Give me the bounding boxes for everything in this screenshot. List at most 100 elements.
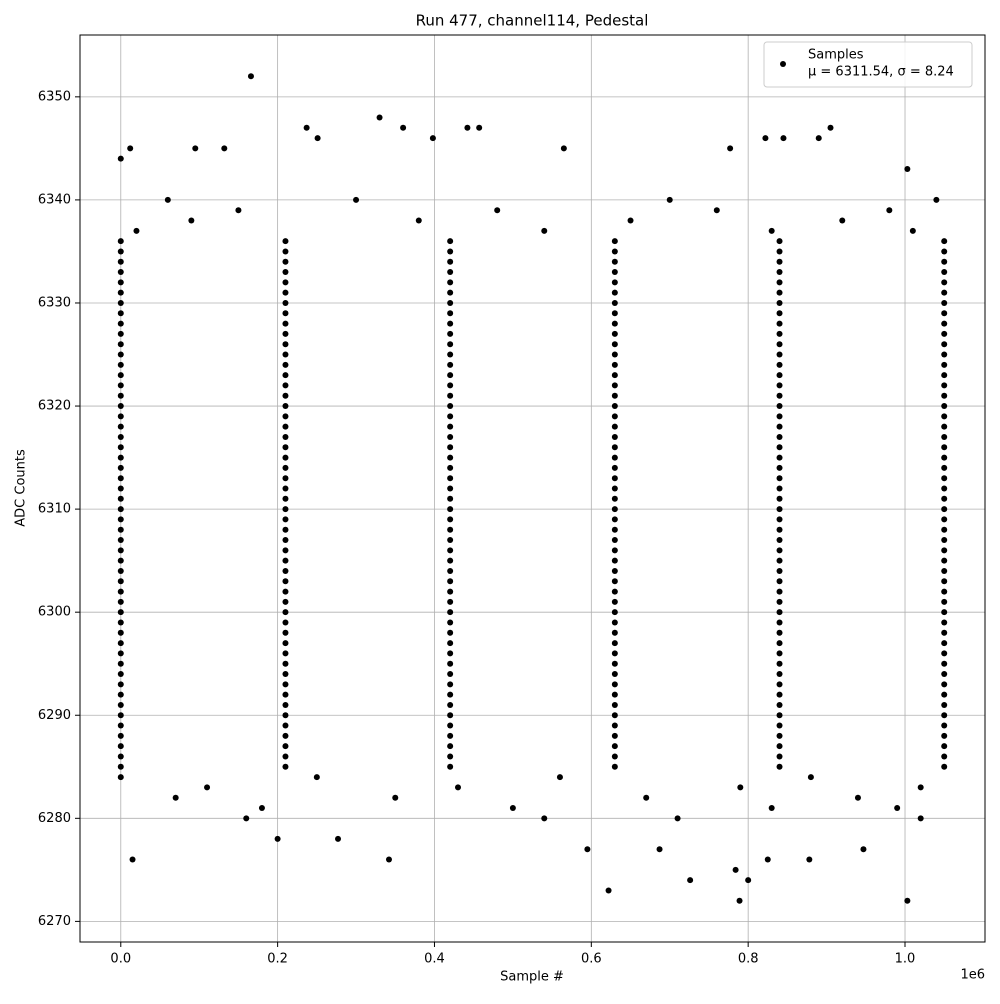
point <box>282 609 289 616</box>
point <box>117 423 124 430</box>
point <box>447 433 454 440</box>
point <box>611 526 618 533</box>
point <box>627 217 634 224</box>
point <box>611 598 618 605</box>
point <box>611 382 618 389</box>
point <box>776 238 783 245</box>
point <box>282 495 289 502</box>
y-tick-label: 6280 <box>38 811 71 826</box>
point <box>941 547 948 554</box>
point <box>666 196 673 203</box>
point <box>941 588 948 595</box>
point <box>282 351 289 358</box>
point <box>117 310 124 317</box>
point <box>732 866 739 873</box>
y-tick-label: 6350 <box>38 89 71 104</box>
point <box>941 578 948 585</box>
point <box>941 567 948 574</box>
point <box>447 248 454 255</box>
point <box>611 537 618 544</box>
point <box>117 495 124 502</box>
point <box>776 454 783 461</box>
point <box>611 701 618 708</box>
point <box>611 372 618 379</box>
point <box>117 743 124 750</box>
y-tick-label: 6290 <box>38 708 71 723</box>
point <box>611 413 618 420</box>
point <box>611 351 618 358</box>
point <box>447 619 454 626</box>
point <box>776 567 783 574</box>
x-tick-label: 0.8 <box>738 952 759 967</box>
point <box>941 299 948 306</box>
point <box>447 464 454 471</box>
point <box>541 227 548 234</box>
point <box>117 155 124 162</box>
point <box>776 629 783 636</box>
point <box>745 877 752 884</box>
point <box>941 310 948 317</box>
point <box>447 526 454 533</box>
x-tick-label: 0.0 <box>110 952 131 967</box>
point <box>611 660 618 667</box>
point <box>941 640 948 647</box>
point <box>117 609 124 616</box>
point <box>117 299 124 306</box>
y-tick-label: 6340 <box>38 192 71 207</box>
point <box>643 794 650 801</box>
point <box>941 433 948 440</box>
point <box>611 341 618 348</box>
point <box>611 722 618 729</box>
point <box>447 722 454 729</box>
point <box>274 835 281 842</box>
point <box>941 743 948 750</box>
point <box>904 165 911 172</box>
point <box>447 609 454 616</box>
point <box>941 526 948 533</box>
point <box>282 258 289 265</box>
point <box>447 660 454 667</box>
point <box>447 495 454 502</box>
point <box>335 835 342 842</box>
point <box>447 701 454 708</box>
point <box>941 681 948 688</box>
point <box>941 557 948 564</box>
point <box>117 506 124 513</box>
point <box>941 403 948 410</box>
legend: Samples μ = 6311.54, σ = 8.24 <box>763 41 973 88</box>
point <box>235 207 242 214</box>
point <box>611 361 618 368</box>
point <box>776 330 783 337</box>
x-tick-label: 0.2 <box>267 952 288 967</box>
y-tick-label: 6270 <box>38 914 71 929</box>
point <box>611 650 618 657</box>
point <box>611 258 618 265</box>
point <box>117 537 124 544</box>
point <box>282 330 289 337</box>
point <box>447 763 454 770</box>
point <box>400 124 407 131</box>
point <box>117 578 124 585</box>
point <box>611 557 618 564</box>
point <box>894 805 901 812</box>
point <box>904 897 911 904</box>
point <box>611 444 618 451</box>
point <box>776 763 783 770</box>
point <box>776 712 783 719</box>
point <box>611 403 618 410</box>
point <box>117 361 124 368</box>
point <box>611 567 618 574</box>
point <box>941 537 948 544</box>
point <box>815 135 822 142</box>
legend-label: Samples <box>808 48 864 63</box>
point <box>282 650 289 657</box>
legend-note: μ = 6311.54, σ = 8.24 <box>808 65 954 80</box>
point <box>282 763 289 770</box>
point <box>127 145 134 152</box>
point <box>611 269 618 276</box>
point <box>447 423 454 430</box>
point <box>611 640 618 647</box>
point <box>776 279 783 286</box>
point <box>447 330 454 337</box>
